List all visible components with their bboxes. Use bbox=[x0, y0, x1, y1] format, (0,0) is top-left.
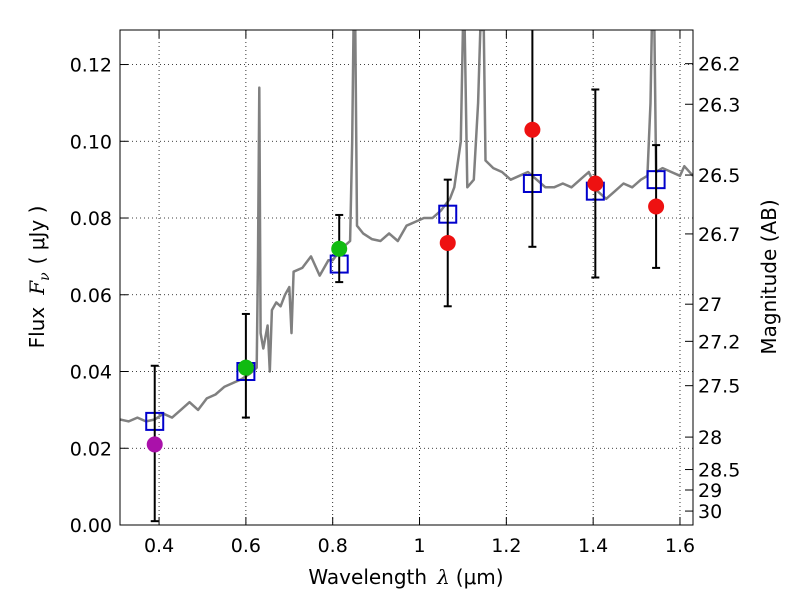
y-tick-label: 0.08 bbox=[70, 208, 112, 230]
observed-point bbox=[331, 240, 348, 257]
x-tick-label: 1.2 bbox=[491, 535, 521, 557]
y2-tick-label: 27.5 bbox=[698, 376, 740, 398]
observed-point bbox=[146, 436, 163, 453]
y2-tick-label: 29 bbox=[698, 480, 722, 502]
observed-point bbox=[524, 121, 541, 138]
y2-axis-label: Magnitude (AB) bbox=[757, 199, 781, 354]
y2-tick-label: 28 bbox=[698, 427, 722, 449]
x-axis-label: Wavelength λ (μm) bbox=[308, 565, 503, 589]
y-axis-label: FluxFν( μJy ) bbox=[25, 206, 53, 349]
sed-curve bbox=[120, 30, 693, 423]
observed-point bbox=[439, 234, 456, 251]
observed-point bbox=[587, 175, 604, 192]
y-tick-label: 0.00 bbox=[70, 515, 112, 537]
y-tick-label: 0.12 bbox=[70, 55, 112, 77]
grid bbox=[120, 30, 693, 525]
y2-tick-label: 26.2 bbox=[698, 54, 740, 76]
x-tick-label: 1 bbox=[413, 535, 425, 557]
y-tick-label: 0.02 bbox=[70, 438, 112, 460]
x-tick-label: 0.6 bbox=[231, 535, 261, 557]
y2-tick-label: 27 bbox=[698, 294, 722, 316]
x-tick-label: 0.8 bbox=[318, 535, 348, 557]
plot-area bbox=[120, 30, 693, 523]
x-tick-label: 1.6 bbox=[665, 535, 695, 557]
y2-tick-label: 27.2 bbox=[698, 331, 740, 353]
y-tick-label: 0.06 bbox=[70, 285, 112, 307]
axes: 0.4 0.6 0.8 1 1.2 1.4 1.6 0.00 0.02 0.04 0.06 0.08 0… bbox=[70, 30, 740, 557]
y2-tick-label: 28.5 bbox=[698, 460, 740, 482]
observed-point bbox=[648, 198, 665, 215]
y-tick-label: 0.04 bbox=[70, 362, 112, 384]
y2-tick-label: 26.3 bbox=[698, 94, 740, 116]
x-tick-label: 1.4 bbox=[578, 535, 608, 557]
y-tick-label: 0.10 bbox=[70, 131, 112, 153]
observed-point bbox=[237, 359, 254, 376]
x-tick-label: 0.4 bbox=[144, 535, 174, 557]
y2-tick-label: 26.7 bbox=[698, 224, 740, 246]
plot-frame bbox=[119, 29, 694, 526]
y2-tick-label: 30 bbox=[698, 501, 722, 523]
y2-tick-label: 26.5 bbox=[698, 165, 740, 187]
